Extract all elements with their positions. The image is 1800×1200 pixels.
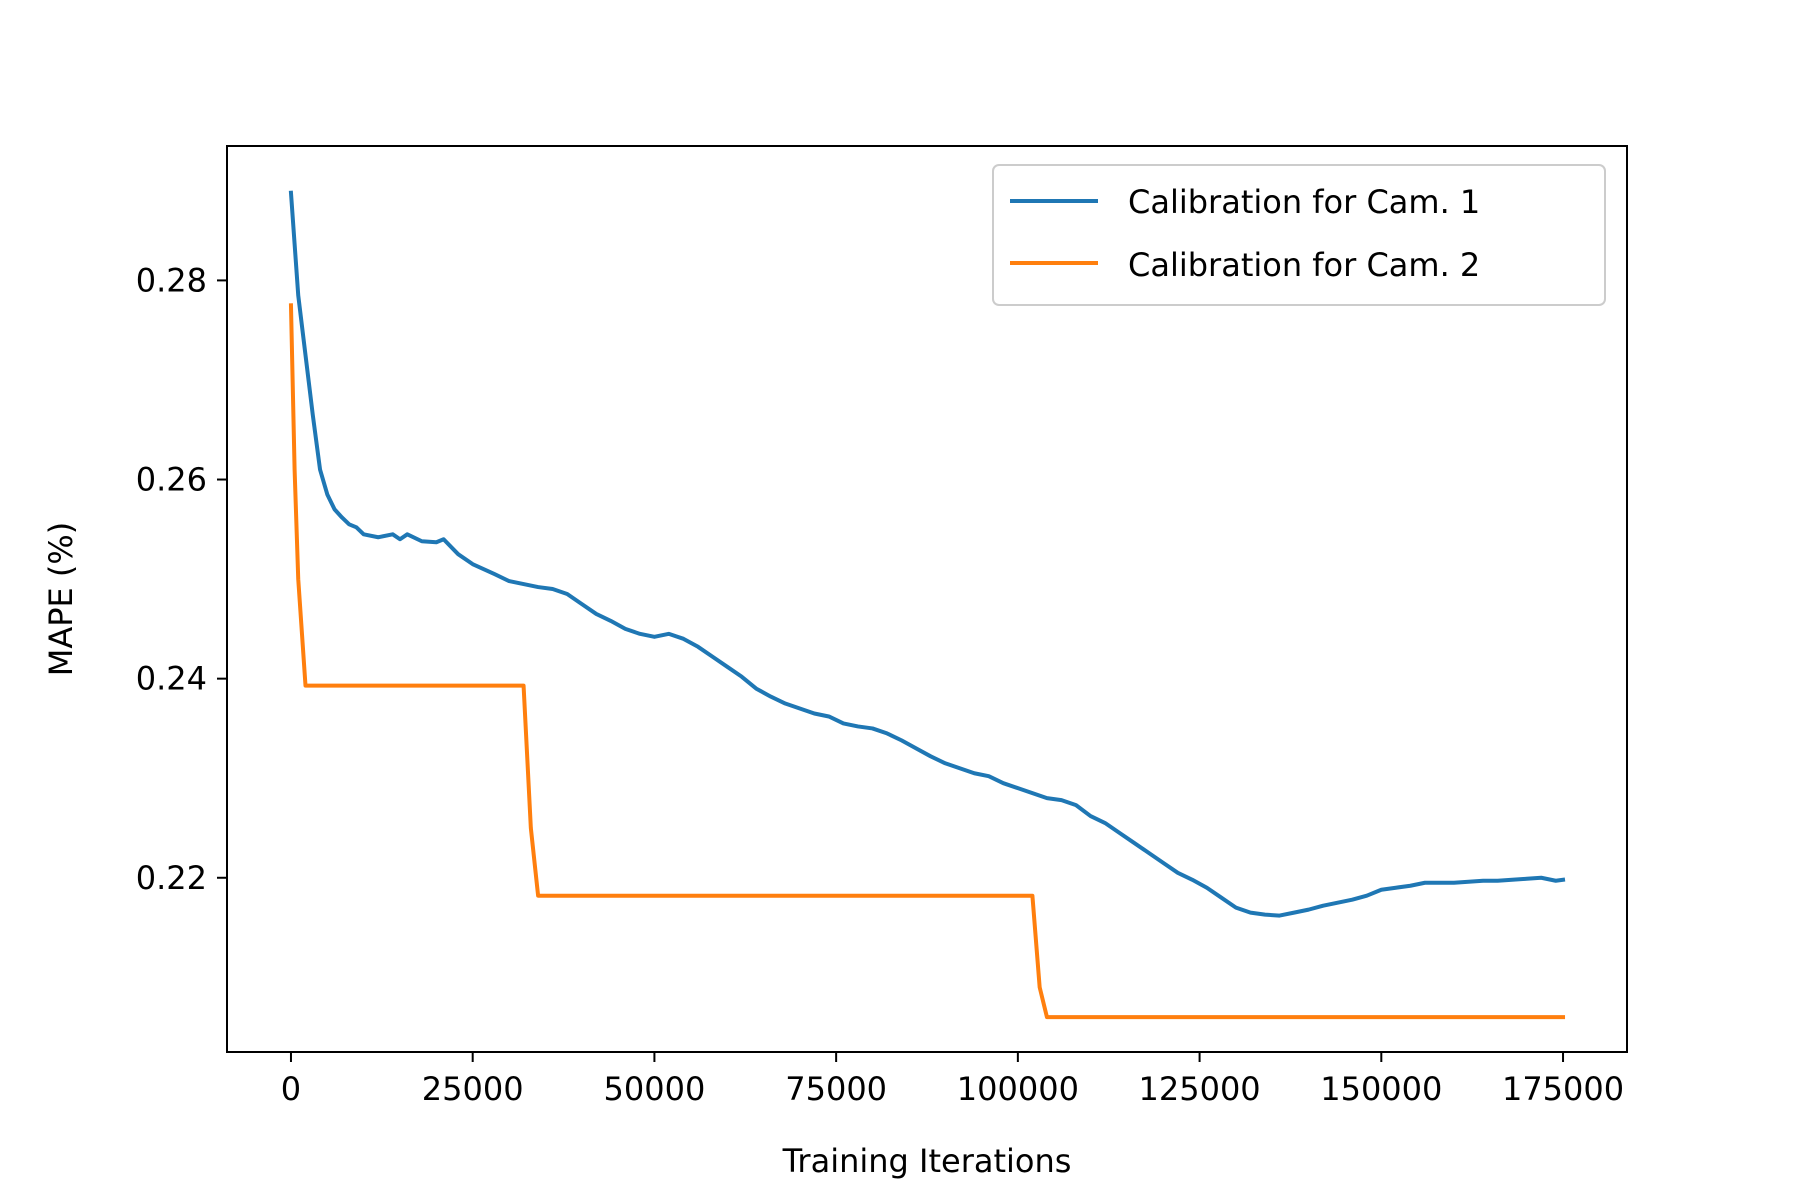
legend: Calibration for Cam. 1 Calibration for C… [992,164,1606,306]
y-tick-label: 0.22 [136,859,207,897]
series-layer [288,190,1566,1020]
plot-frame [226,145,1628,1053]
x-axis: 0 25000 50000 75000 100000 125000 150000 175000 [281,1052,1624,1108]
x-tick-label: 0 [281,1070,301,1108]
x-tick-label: 175000 [1502,1070,1624,1108]
x-tick-label: 125000 [1139,1070,1261,1108]
x-tick-label: 50000 [604,1070,706,1108]
y-axis: 0.22 0.24 0.26 0.28 [136,261,227,897]
x-tick-label: 75000 [785,1070,887,1108]
y-axis-label: MAPE (%) [42,522,80,677]
y-tick-label: 0.28 [136,261,207,299]
series-line-cam1 [288,190,1566,918]
x-tick-label: 25000 [422,1070,524,1108]
series-line-cam2 [288,303,1566,1020]
legend-label-cam1: Calibration for Cam. 1 [1128,183,1480,221]
y-tick-label: 0.24 [136,660,207,698]
x-tick-label: 100000 [957,1070,1079,1108]
legend-label-cam2: Calibration for Cam. 2 [1128,246,1480,284]
y-tick-label: 0.26 [136,461,207,499]
legend-box [992,164,1606,306]
x-axis-label: Training Iterations [782,1142,1072,1180]
x-tick-label: 150000 [1320,1070,1442,1108]
